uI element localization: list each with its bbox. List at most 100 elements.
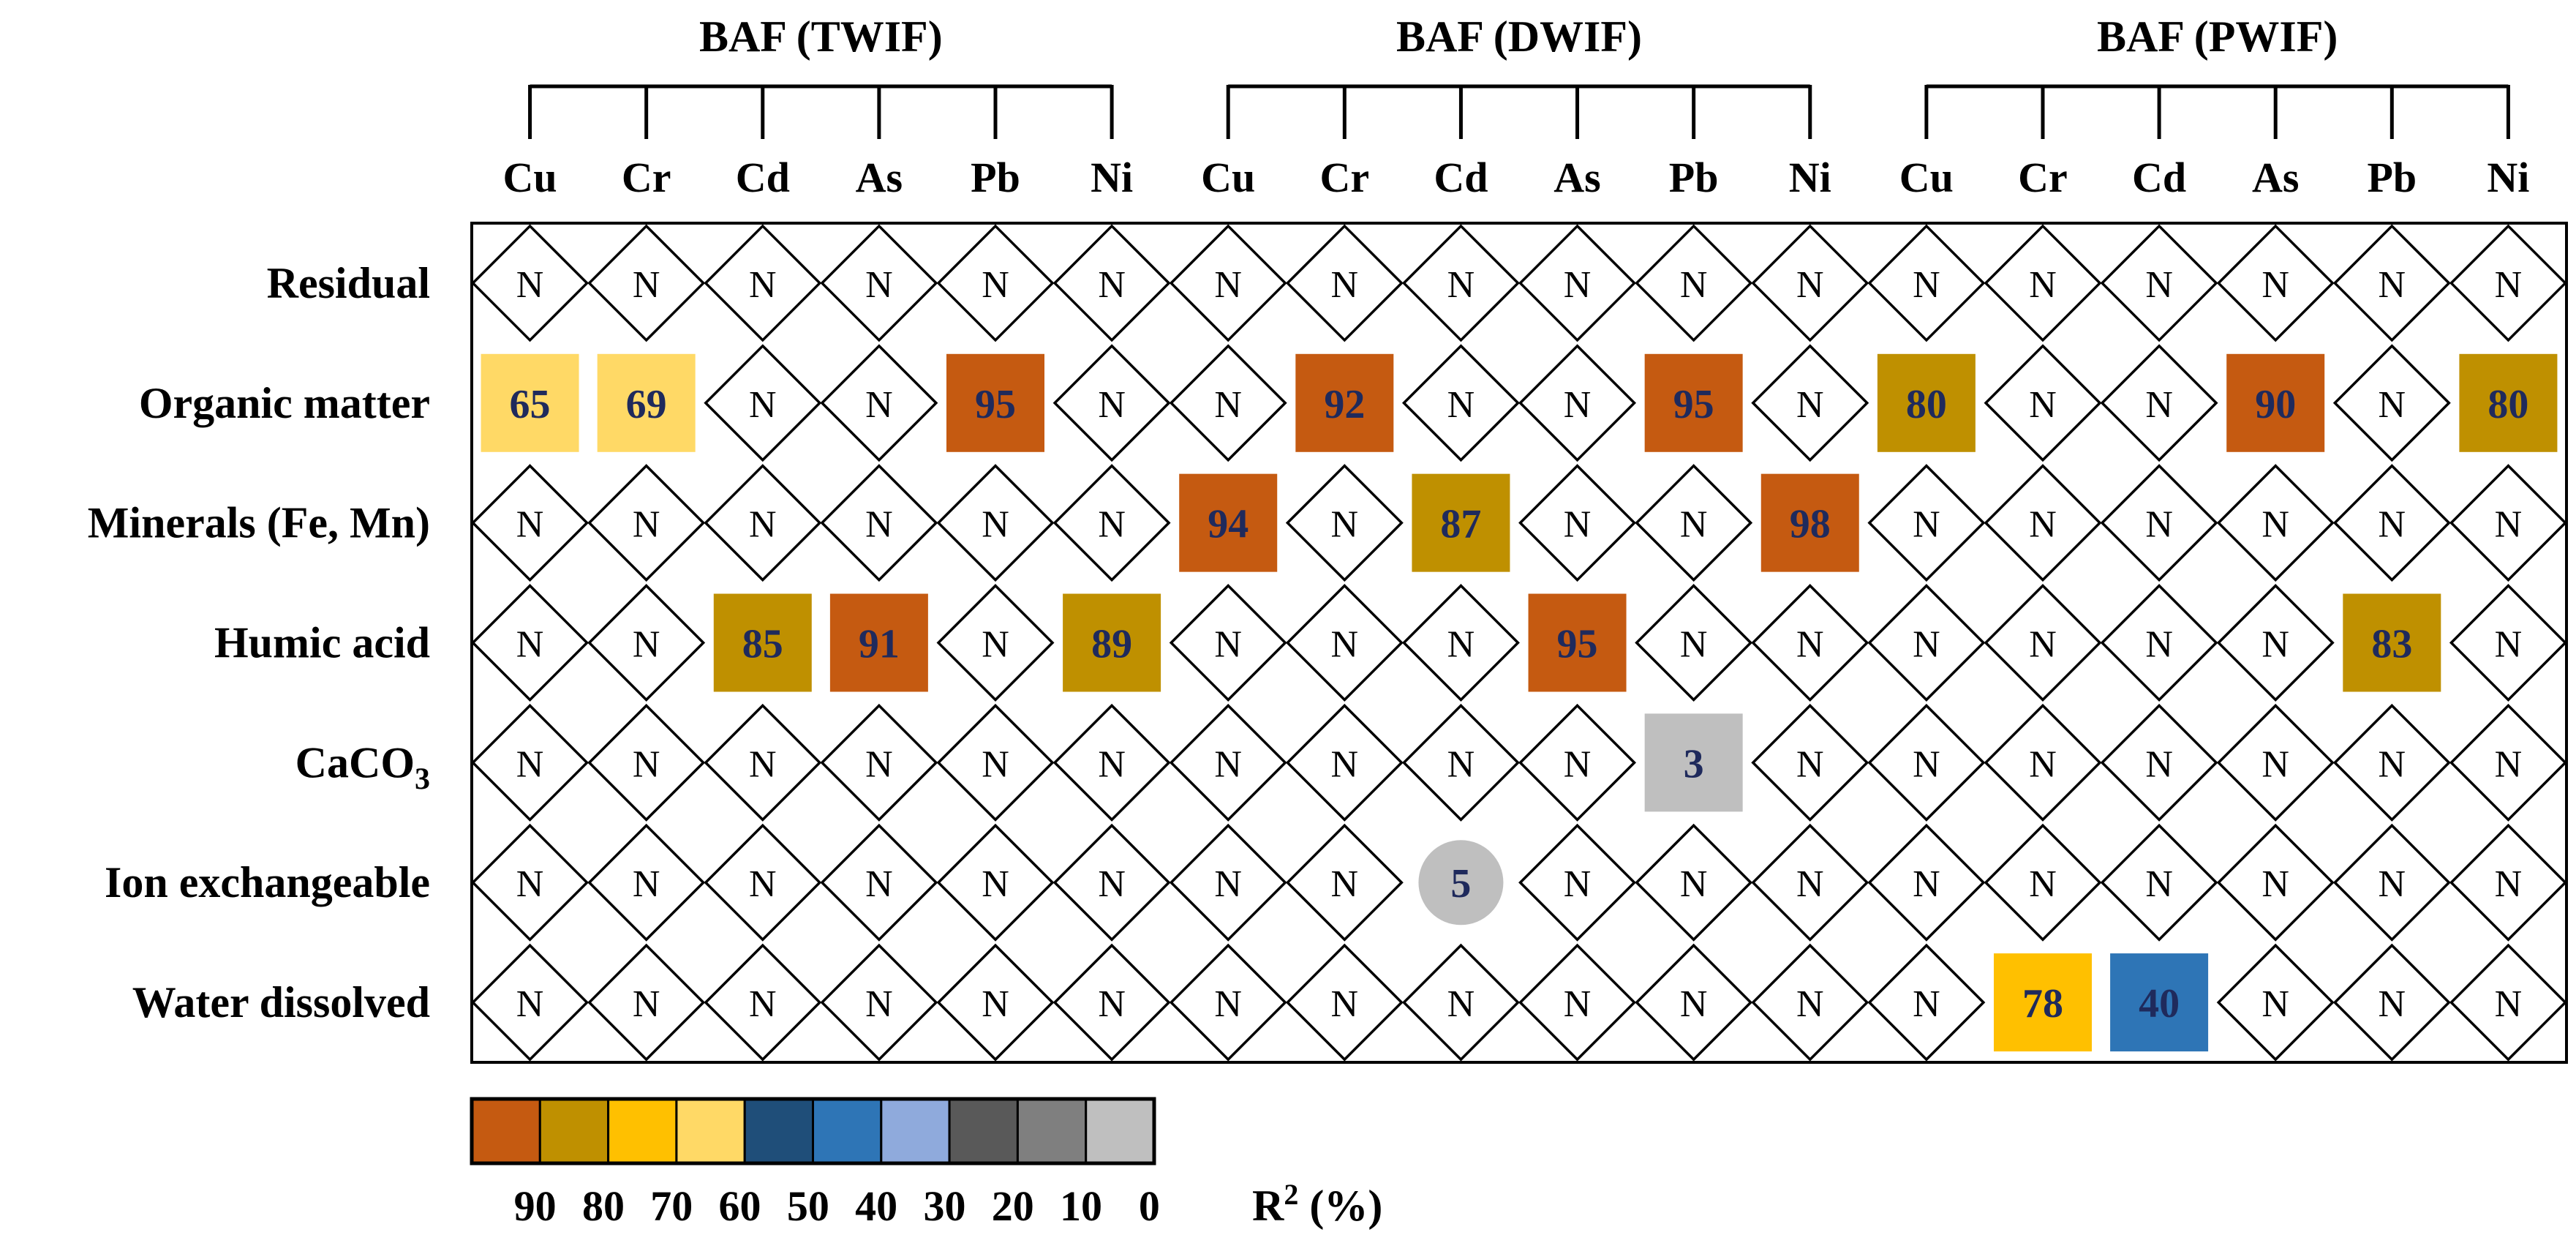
legend-swatch (880, 1097, 951, 1165)
not-significant-label: N (2145, 504, 2173, 546)
not-significant-label: N (1796, 863, 1824, 905)
not-significant-label: N (633, 863, 660, 905)
column-header-pb: Pb (1669, 154, 1719, 201)
not-significant-diamond (2100, 464, 2218, 582)
not-significant-label: N (865, 264, 893, 306)
not-significant-diamond (1285, 224, 1404, 342)
not-significant-label: N (2261, 264, 2289, 306)
column-header-ni: Ni (1789, 154, 1831, 201)
legend-tick-label: 0 (1139, 1182, 1160, 1230)
value-square (1412, 473, 1510, 572)
not-significant-label: N (1098, 264, 1126, 306)
not-significant-diamond (1867, 703, 1986, 822)
not-significant-label: N (633, 264, 660, 306)
not-significant-diamond (1052, 943, 1171, 1062)
not-significant-label: N (1447, 624, 1475, 666)
value-label: 85 (742, 622, 783, 667)
not-significant-diamond (1401, 703, 1520, 822)
column-header-cu: Cu (502, 154, 557, 201)
not-significant-label: N (1331, 504, 1359, 546)
group-header: BAF (PWIF) (2097, 12, 2338, 61)
not-significant-diamond (587, 943, 706, 1062)
not-significant-label: N (1680, 624, 1708, 666)
not-significant-label: N (1098, 863, 1126, 905)
not-significant-diamond (2216, 224, 2335, 342)
value-square (2110, 953, 2209, 1052)
not-significant-label: N (865, 504, 893, 546)
not-significant-label: N (1214, 983, 1242, 1025)
not-significant-label: N (865, 863, 893, 905)
not-significant-label: N (1913, 264, 1940, 306)
legend-swatch (1085, 1097, 1156, 1165)
not-significant-diamond (2100, 823, 2218, 942)
value-label: 65 (510, 382, 551, 427)
not-significant-label: N (865, 384, 893, 426)
value-square (946, 353, 1044, 452)
legend-tick-label: 70 (650, 1182, 693, 1230)
not-significant-diamond (2216, 943, 2335, 1062)
not-significant-label: N (1214, 624, 1242, 666)
not-significant-diamond (2332, 823, 2451, 942)
not-significant-diamond (704, 344, 822, 462)
not-significant-diamond (1285, 703, 1404, 822)
not-significant-diamond (1169, 584, 1287, 702)
not-significant-diamond (2216, 823, 2335, 942)
legend-swatch (538, 1097, 610, 1165)
value-square (713, 593, 812, 692)
not-significant-label: N (1913, 624, 1940, 666)
column-header-cu: Cu (1201, 154, 1255, 201)
not-significant-label: N (749, 863, 777, 905)
legend-title-main: R (1252, 1182, 1284, 1230)
legend-swatch (470, 1097, 541, 1165)
not-significant-label: N (516, 264, 544, 306)
value-label: 91 (859, 622, 900, 667)
group-header: BAF (DWIF) (1396, 12, 1642, 61)
not-significant-diamond (2332, 344, 2451, 462)
not-significant-label: N (865, 743, 893, 785)
not-significant-diamond (2449, 823, 2567, 942)
row-label-text: Ion exchangeable (105, 858, 430, 906)
column-header-ni: Ni (1091, 154, 1133, 201)
column-headers: Cu Cr Cd As Pb Ni Cu Cr Cd As Pb Ni Cu Cr Cd As Pb Ni (502, 154, 2529, 201)
not-significant-diamond (1052, 703, 1171, 822)
not-significant-diamond (1635, 823, 1753, 942)
legend-tick-label: 60 (719, 1182, 761, 1230)
not-significant-diamond (936, 464, 1055, 582)
not-significant-label: N (2261, 863, 2289, 905)
not-significant-diamond (1401, 584, 1520, 702)
legend-frame (470, 1097, 1156, 1165)
not-significant-label: N (2261, 504, 2289, 546)
not-significant-diamond (1518, 703, 1637, 822)
not-significant-label: N (516, 863, 544, 905)
legend-title: R2 (%) (1252, 1178, 1382, 1230)
not-significant-label: N (2145, 384, 2173, 426)
not-significant-diamond (1867, 464, 1986, 582)
not-significant-diamond (1867, 943, 1986, 1062)
not-significant-label: N (1913, 863, 1940, 905)
not-significant-diamond (936, 703, 1055, 822)
not-significant-label: N (1447, 743, 1475, 785)
value-square (1877, 353, 1976, 452)
value-square (481, 353, 579, 452)
not-significant-diamond (587, 464, 706, 582)
value-label: 80 (1906, 382, 1947, 427)
cells: N N N N N N N N N N N N N N N N N N 65 69 N N 95 N N 92 N N 95 N 80 N N 9… (471, 224, 2567, 1062)
not-significant-diamond (2100, 224, 2218, 342)
not-significant-diamond (1285, 584, 1404, 702)
not-significant-label: N (749, 384, 777, 426)
row-label: CaCO3 (295, 738, 430, 796)
value-square (2343, 593, 2441, 692)
not-significant-diamond (1052, 224, 1171, 342)
not-significant-label: N (749, 983, 777, 1025)
value-square (1760, 473, 1859, 572)
not-significant-label: N (516, 504, 544, 546)
not-significant-label: N (2261, 624, 2289, 666)
not-significant-label: N (2029, 264, 2057, 306)
not-significant-diamond (936, 943, 1055, 1062)
not-significant-diamond (471, 703, 590, 822)
column-header-pb: Pb (2367, 154, 2417, 201)
not-significant-label: N (1331, 983, 1359, 1025)
not-significant-label: N (1564, 983, 1592, 1025)
value-square (1993, 953, 2092, 1052)
column-header-cr: Cr (622, 154, 671, 201)
